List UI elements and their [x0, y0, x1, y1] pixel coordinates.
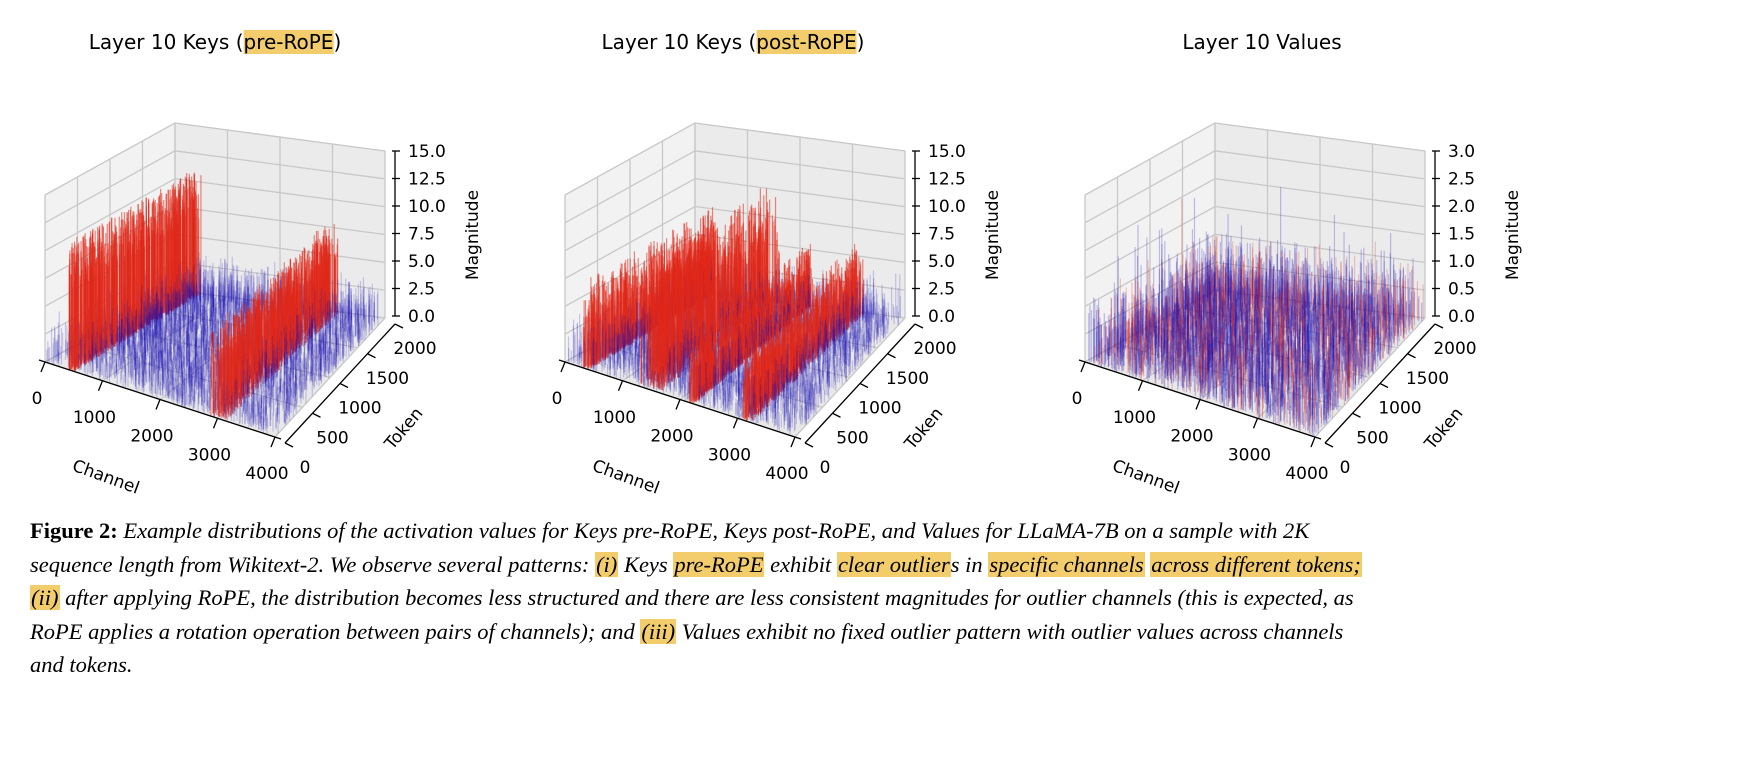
y-tick — [394, 323, 404, 329]
y-tick — [284, 442, 294, 448]
y-axis-label: Token — [380, 404, 427, 455]
x-tick — [40, 361, 46, 373]
y-tick-label: 1500 — [366, 369, 409, 389]
x-tick — [212, 418, 219, 429]
grid-line — [274, 317, 386, 438]
x-tick — [155, 399, 161, 410]
x-tick-label: 0 — [32, 389, 43, 409]
x-tick — [270, 436, 276, 448]
z-tick-label: 0.0 — [408, 307, 435, 327]
z-axis-label: Magnitude — [463, 190, 483, 280]
z-tick-label: 7.5 — [408, 225, 435, 245]
y-tick-label: 2000 — [393, 339, 436, 359]
x-tick-label: 2000 — [130, 427, 173, 447]
y-tick-label: 1000 — [338, 399, 381, 419]
x-tick-label: 3000 — [188, 445, 231, 465]
z-tick-label: 10.0 — [408, 197, 446, 217]
x-tick-label: 1000 — [73, 408, 116, 428]
y-tick — [339, 382, 349, 389]
grid-line — [109, 325, 331, 379]
y-tick-label: 0 — [300, 458, 311, 478]
y-tick-label: 500 — [316, 428, 348, 448]
x-tick — [97, 380, 104, 391]
z-tick-label: 15.0 — [408, 142, 446, 162]
z-tick-label: 5.0 — [408, 252, 435, 272]
bar-marks — [46, 172, 379, 435]
z-tick-label: 2.5 — [408, 280, 435, 300]
y-tick — [367, 353, 376, 359]
x-tick-label: 4000 — [245, 464, 288, 484]
y-tick — [312, 412, 321, 418]
bar-marks — [567, 188, 901, 435]
z-tick-label: 12.5 — [408, 170, 446, 190]
grid-line — [794, 317, 906, 438]
x-axis-label: Channel — [69, 456, 141, 499]
